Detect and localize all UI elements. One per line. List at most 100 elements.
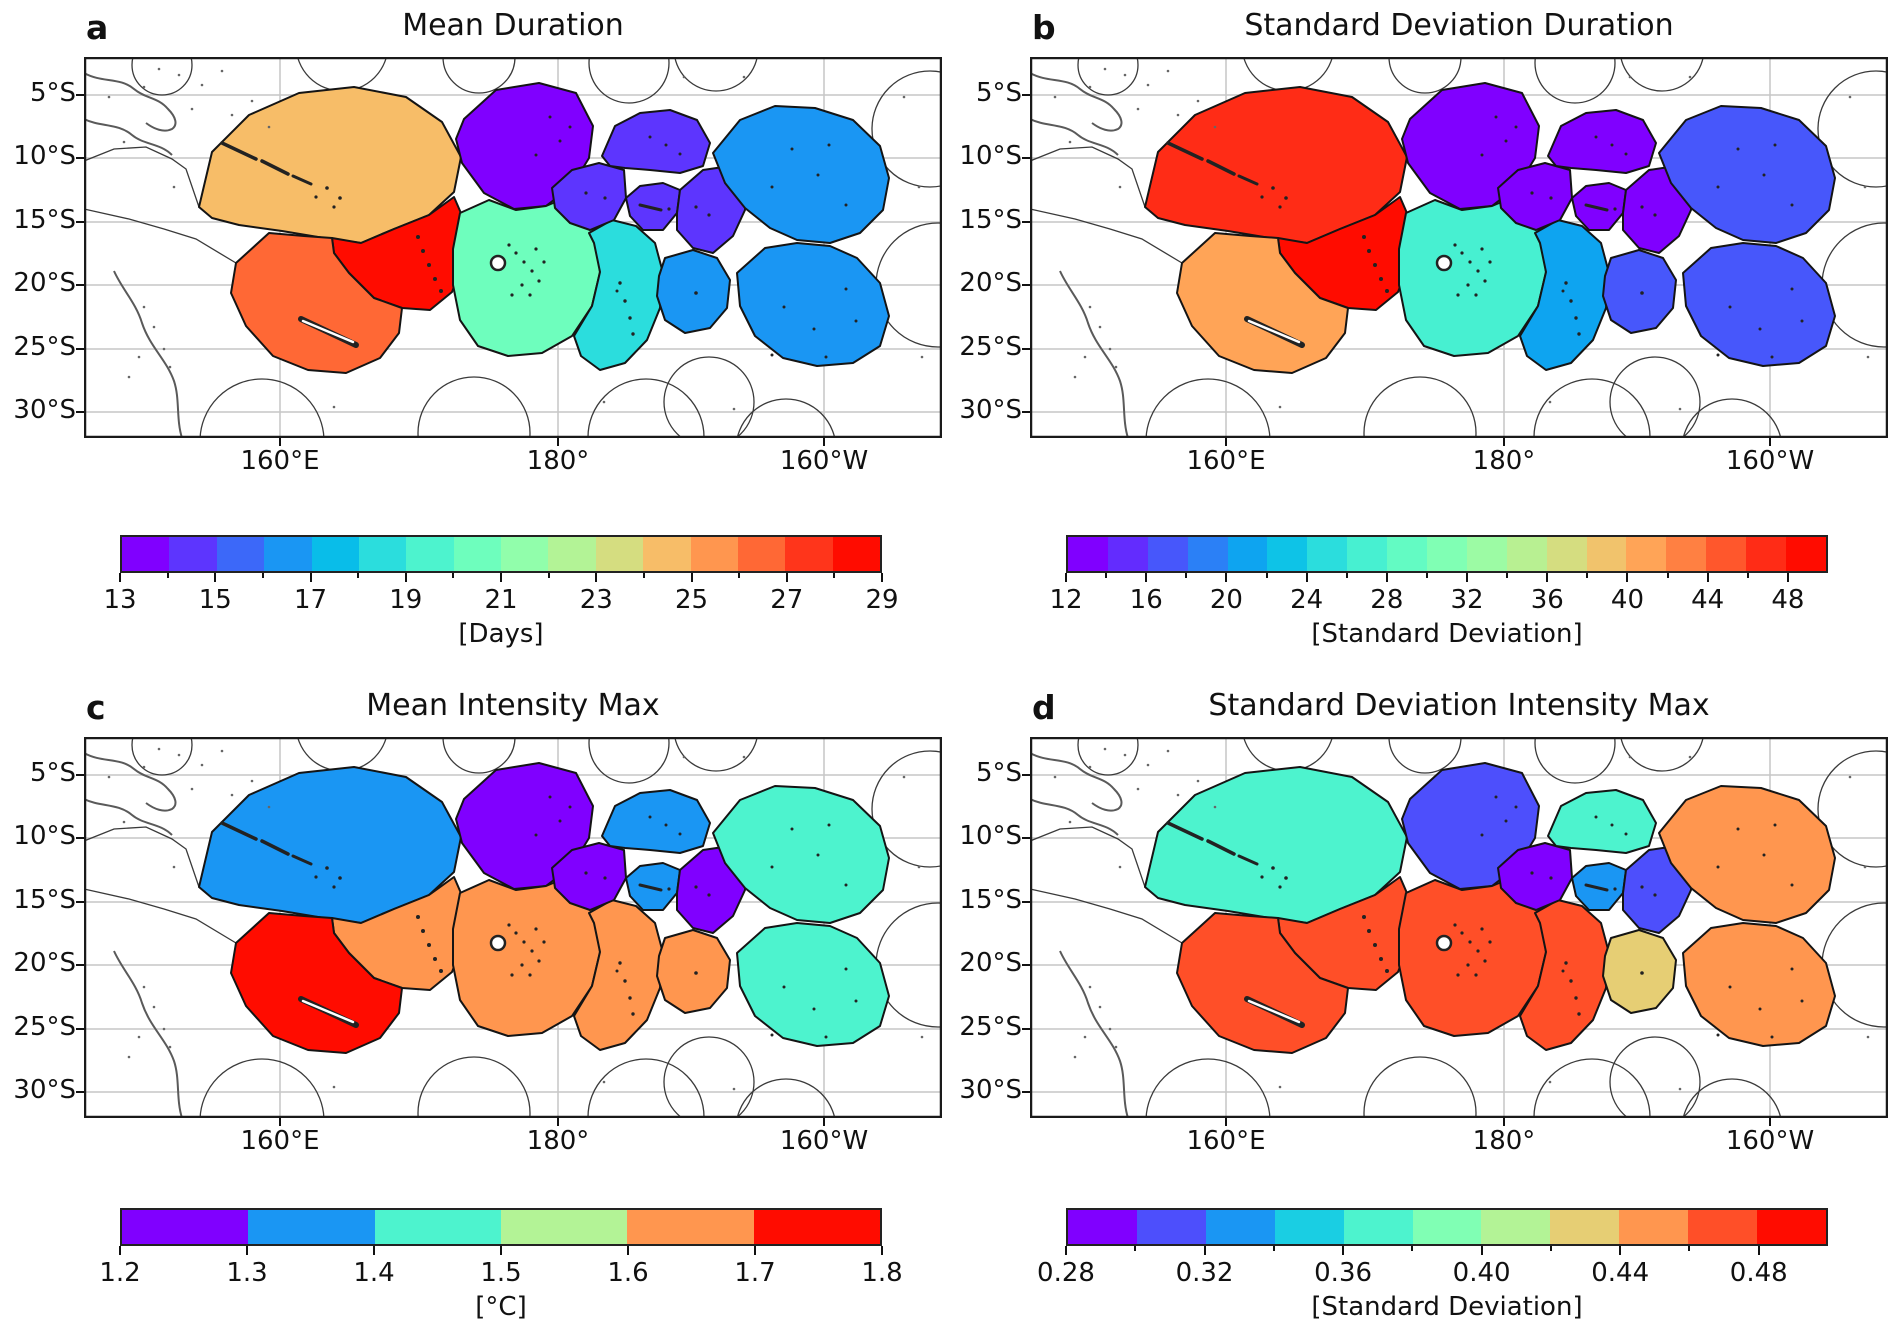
region-new-caledonia — [230, 912, 403, 1054]
island-dot — [694, 291, 698, 295]
lat-tick-mark — [76, 964, 84, 966]
island-dot — [338, 876, 342, 880]
colorbar-segment — [1136, 1210, 1206, 1244]
island-dot — [1790, 287, 1794, 291]
eez-boundary-circle — [1077, 57, 1139, 96]
island-dot — [1716, 185, 1720, 189]
coastline — [84, 798, 173, 836]
island-dot — [1716, 1033, 1720, 1037]
island-dot — [854, 319, 858, 323]
islet-dot — [1628, 75, 1632, 79]
colorbar-major-tick — [1385, 573, 1388, 582]
panel-title-c: Mean Intensity Max — [366, 688, 660, 723]
colorbar-gradient-c — [120, 1208, 882, 1246]
islet-dot — [1068, 140, 1072, 144]
colorbar-tick-label: 1.6 — [607, 1258, 649, 1288]
island-dot — [1488, 940, 1492, 944]
island-dot — [844, 203, 848, 207]
island-dot — [1564, 281, 1568, 285]
island-dot — [1271, 866, 1275, 870]
lon-tick-mark — [1225, 1118, 1227, 1126]
lat-tick-mark — [1022, 901, 1030, 903]
lon-tick-mark — [1225, 438, 1227, 446]
eez-boundary-circle — [588, 57, 670, 104]
island-dot — [1530, 871, 1534, 875]
islet-dot — [920, 1035, 924, 1039]
island-dot — [1640, 971, 1644, 975]
island-dot — [1494, 795, 1498, 799]
island-dot — [1514, 125, 1518, 129]
eez-boundary-circle — [199, 1058, 325, 1118]
region-tonga — [1519, 219, 1610, 371]
island-dot — [1468, 940, 1472, 944]
islet-dot — [1123, 753, 1127, 757]
colorbar-segment — [1746, 537, 1787, 571]
island-dot — [1504, 819, 1508, 823]
colorbar-minor-tick — [1345, 573, 1348, 578]
island-dot — [514, 251, 518, 255]
island-dot — [433, 277, 437, 281]
map-b — [1030, 57, 1888, 438]
eez-boundary-circle — [1609, 356, 1701, 438]
colorbar-segment — [1187, 537, 1228, 571]
island-dot — [1362, 915, 1366, 919]
lon-tick-mark — [557, 438, 559, 446]
colorbar-segment — [595, 537, 644, 571]
colorbar-d: 0.28 0.32 0.36 0.40 0.44 0.48 [Standard Deviat… — [1037, 1208, 1828, 1322]
colorbar-segment — [374, 1210, 501, 1244]
island-dot — [1790, 203, 1794, 207]
colorbar-segment — [501, 537, 549, 571]
colorbar-segment — [1757, 1210, 1826, 1244]
islet-dot — [1088, 765, 1092, 769]
islet-dot — [152, 325, 156, 329]
lat-tick-mark — [76, 221, 84, 223]
map-c — [84, 737, 942, 1118]
lon-tick-mark — [823, 438, 825, 446]
lat-tick-mark — [1022, 774, 1030, 776]
island-dot — [1549, 196, 1553, 200]
islet-dot — [1103, 67, 1107, 71]
island-dot — [1790, 883, 1794, 887]
islet-dot — [142, 765, 146, 769]
islet-dot — [917, 865, 921, 869]
island-dot — [507, 923, 511, 927]
islet-dot — [267, 125, 271, 129]
map-a — [84, 57, 942, 438]
island-dot — [534, 153, 538, 157]
colorbar-segment — [1307, 537, 1348, 571]
islet-dot — [1088, 85, 1092, 89]
colorbar-unit-label: [Days] — [458, 619, 544, 649]
islet-dot — [602, 1080, 606, 1084]
panel-title-b: Standard Deviation Duration — [1244, 8, 1674, 43]
island-dot — [1453, 923, 1457, 927]
island-dot — [770, 185, 774, 189]
island-dot — [558, 139, 562, 143]
panel-letter-b: b — [1032, 8, 1056, 47]
island-dot — [1610, 823, 1614, 827]
islet-dot — [1108, 347, 1112, 351]
island-dot — [421, 929, 425, 933]
island-dot — [1716, 353, 1720, 357]
colorbar-segment — [453, 537, 501, 571]
island-dot — [421, 249, 425, 253]
colorbar-tick-label: 32 — [1450, 585, 1484, 615]
eez-boundary-circle — [1145, 1058, 1271, 1118]
colorbar-segment — [1107, 537, 1148, 571]
colorbar-major-tick — [1342, 1246, 1345, 1255]
island-dot — [618, 281, 622, 285]
lat-tick-mark — [76, 284, 84, 286]
region-solomon-islands — [198, 766, 462, 924]
colorbar-minor-tick — [1185, 573, 1188, 578]
island-dot — [1468, 260, 1472, 264]
island-dot — [507, 243, 511, 247]
island-dot — [1456, 293, 1460, 297]
colorbar-tick-label: 15 — [198, 585, 232, 615]
colorbar-segment — [406, 537, 454, 571]
colorbar-segment — [627, 1210, 754, 1244]
lat-tick-label: 30°S — [959, 1075, 1022, 1105]
colorbar-major-tick — [1065, 1246, 1067, 1255]
colorbar-minor-tick — [1688, 1246, 1691, 1251]
islet-dot — [1123, 73, 1127, 77]
island-dot — [1561, 289, 1565, 293]
island-dot — [1480, 247, 1484, 251]
